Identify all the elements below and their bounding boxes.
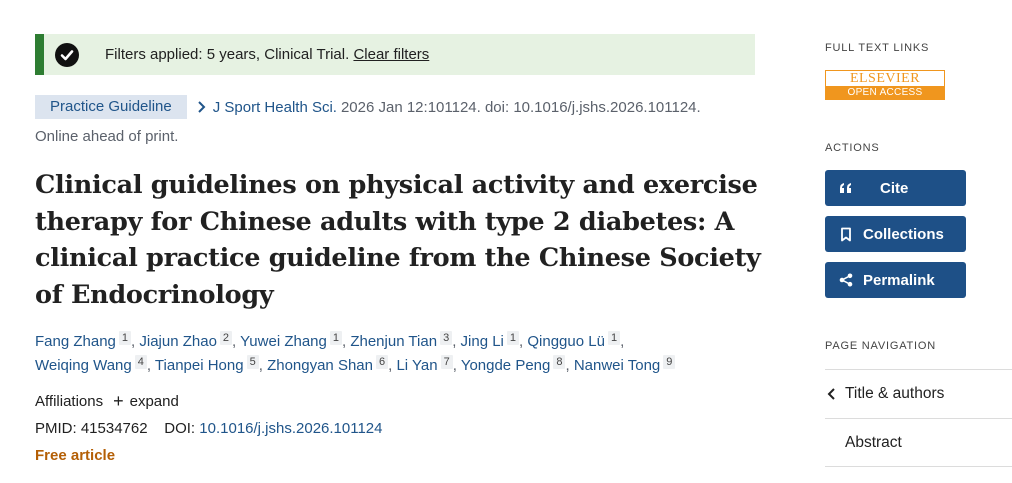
- author-item: Yuwei Zhang 1: [240, 331, 342, 350]
- citation-details: 2026 Jan 12:101124. doi: 10.1016/j.jshs.…: [340, 98, 701, 116]
- author-item: Zhongyan Shan 6: [267, 355, 389, 374]
- citation-line: Practice Guideline J Sport Health Sci. 2…: [35, 95, 701, 119]
- author-name-link[interactable]: Zhenjun Tian: [350, 333, 438, 350]
- filter-message: Filters applied: 5 years, Clinical Trial…: [105, 46, 429, 63]
- affiliation-number[interactable]: 6: [375, 355, 389, 369]
- author-name-link[interactable]: Tianpei Hong: [154, 357, 244, 374]
- author-item: Jiajun Zhao 2: [139, 331, 233, 350]
- affiliation-number[interactable]: 1: [607, 331, 621, 345]
- permalink-button[interactable]: Permalink: [825, 262, 966, 298]
- affiliation-number[interactable]: 2: [219, 331, 233, 345]
- author-name-link[interactable]: Weiqing Wang: [35, 357, 132, 374]
- nav-title-authors[interactable]: Title & authors: [825, 369, 1012, 418]
- pmid-label: PMID:: [35, 420, 77, 437]
- author-item: Nanwei Tong 9: [573, 355, 676, 374]
- author-name-link[interactable]: Jing Li: [460, 333, 504, 350]
- affiliation-number[interactable]: 9: [663, 355, 676, 369]
- collections-button[interactable]: Collections: [825, 216, 966, 252]
- author-name-link[interactable]: Li Yan: [396, 357, 438, 374]
- author-name-link[interactable]: Zhongyan Shan: [267, 357, 373, 374]
- author-name-link[interactable]: Jiajun Zhao: [139, 333, 217, 350]
- author-item: Jing Li 1: [460, 331, 520, 350]
- author-item: Li Yan 7: [396, 355, 453, 374]
- cite-label: Cite: [880, 179, 909, 197]
- quote-icon: [837, 182, 855, 194]
- plus-icon: +: [113, 391, 124, 411]
- nav-abstract-label: Abstract: [845, 433, 902, 451]
- elsevier-open-access-link[interactable]: ELSEVIER OPEN ACCESS: [825, 70, 945, 100]
- collections-label: Collections: [863, 225, 944, 243]
- affiliation-number[interactable]: 5: [246, 355, 259, 369]
- permalink-label: Permalink: [863, 271, 935, 289]
- publication-status: Online ahead of print.: [35, 128, 179, 145]
- page-navigation-heading: PAGE NAVIGATION: [825, 340, 937, 352]
- nav-abstract[interactable]: Abstract: [825, 418, 1012, 467]
- author-name-link[interactable]: Nanwei Tong: [573, 357, 661, 374]
- author-name-link[interactable]: Fang Zhang: [35, 333, 116, 350]
- chevron-right-icon: [197, 100, 206, 114]
- authors-list: Fang Zhang 1, Jiajun Zhao 2, Yuwei Zhang 1,…: [35, 330, 775, 378]
- bookmark-icon: [837, 227, 855, 242]
- free-article-label: Free article: [35, 447, 116, 464]
- author-item: Yongde Peng 8: [460, 355, 566, 374]
- check-circle-icon: [55, 42, 79, 67]
- identifiers: PMID: 41534762 DOI: 10.1016/j.jshs.2026.…: [35, 420, 383, 437]
- full-text-links-heading: FULL TEXT LINKS: [825, 42, 930, 54]
- affiliation-number[interactable]: 7: [440, 355, 453, 369]
- expand-affiliations-button[interactable]: + expand: [113, 391, 179, 411]
- cite-button[interactable]: Cite: [825, 170, 966, 206]
- author-name-link[interactable]: Yuwei Zhang: [240, 333, 327, 350]
- author-item: Zhenjun Tian 3: [350, 331, 453, 350]
- clear-filters-link[interactable]: Clear filters: [353, 46, 430, 63]
- affiliations-row: Affiliations + expand: [35, 391, 179, 411]
- author-name-link[interactable]: Yongde Peng: [460, 357, 551, 374]
- author-item: Tianpei Hong 5: [154, 355, 259, 374]
- author-name-link[interactable]: Qingguo Lü: [527, 333, 605, 350]
- share-icon: [837, 273, 855, 287]
- author-item: Fang Zhang 1: [35, 331, 132, 350]
- nav-title-authors-label: Title & authors: [845, 385, 945, 402]
- open-access-text: OPEN ACCESS: [826, 86, 944, 99]
- doi-label: DOI:: [164, 420, 196, 437]
- journal-link[interactable]: J Sport Health Sci.: [212, 98, 337, 116]
- affiliation-number[interactable]: 1: [118, 331, 132, 345]
- filter-text: Filters applied: 5 years, Clinical Trial…: [105, 46, 354, 63]
- chevron-left-icon: [827, 387, 837, 401]
- filter-banner: Filters applied: 5 years, Clinical Trial…: [35, 34, 755, 75]
- pmid-value: 41534762: [80, 420, 148, 437]
- affiliation-number[interactable]: 3: [440, 331, 453, 345]
- affiliation-number[interactable]: 8: [553, 355, 566, 369]
- affiliation-number[interactable]: 1: [506, 331, 520, 345]
- author-item: Qingguo Lü 1: [527, 331, 621, 350]
- affiliations-label: Affiliations: [35, 393, 104, 410]
- publication-type-badge[interactable]: Practice Guideline: [35, 95, 187, 119]
- doi-link[interactable]: 10.1016/j.jshs.2026.101124: [199, 420, 383, 437]
- affiliation-number[interactable]: 1: [329, 331, 342, 345]
- article-title: Clinical guidelines on physical activity…: [35, 170, 761, 310]
- actions-heading: ACTIONS: [825, 142, 880, 154]
- author-item: Weiqing Wang 4: [35, 355, 147, 374]
- expand-label: expand: [129, 393, 179, 410]
- elsevier-logo-text: ELSEVIER: [849, 71, 921, 86]
- affiliation-number[interactable]: 4: [134, 355, 147, 369]
